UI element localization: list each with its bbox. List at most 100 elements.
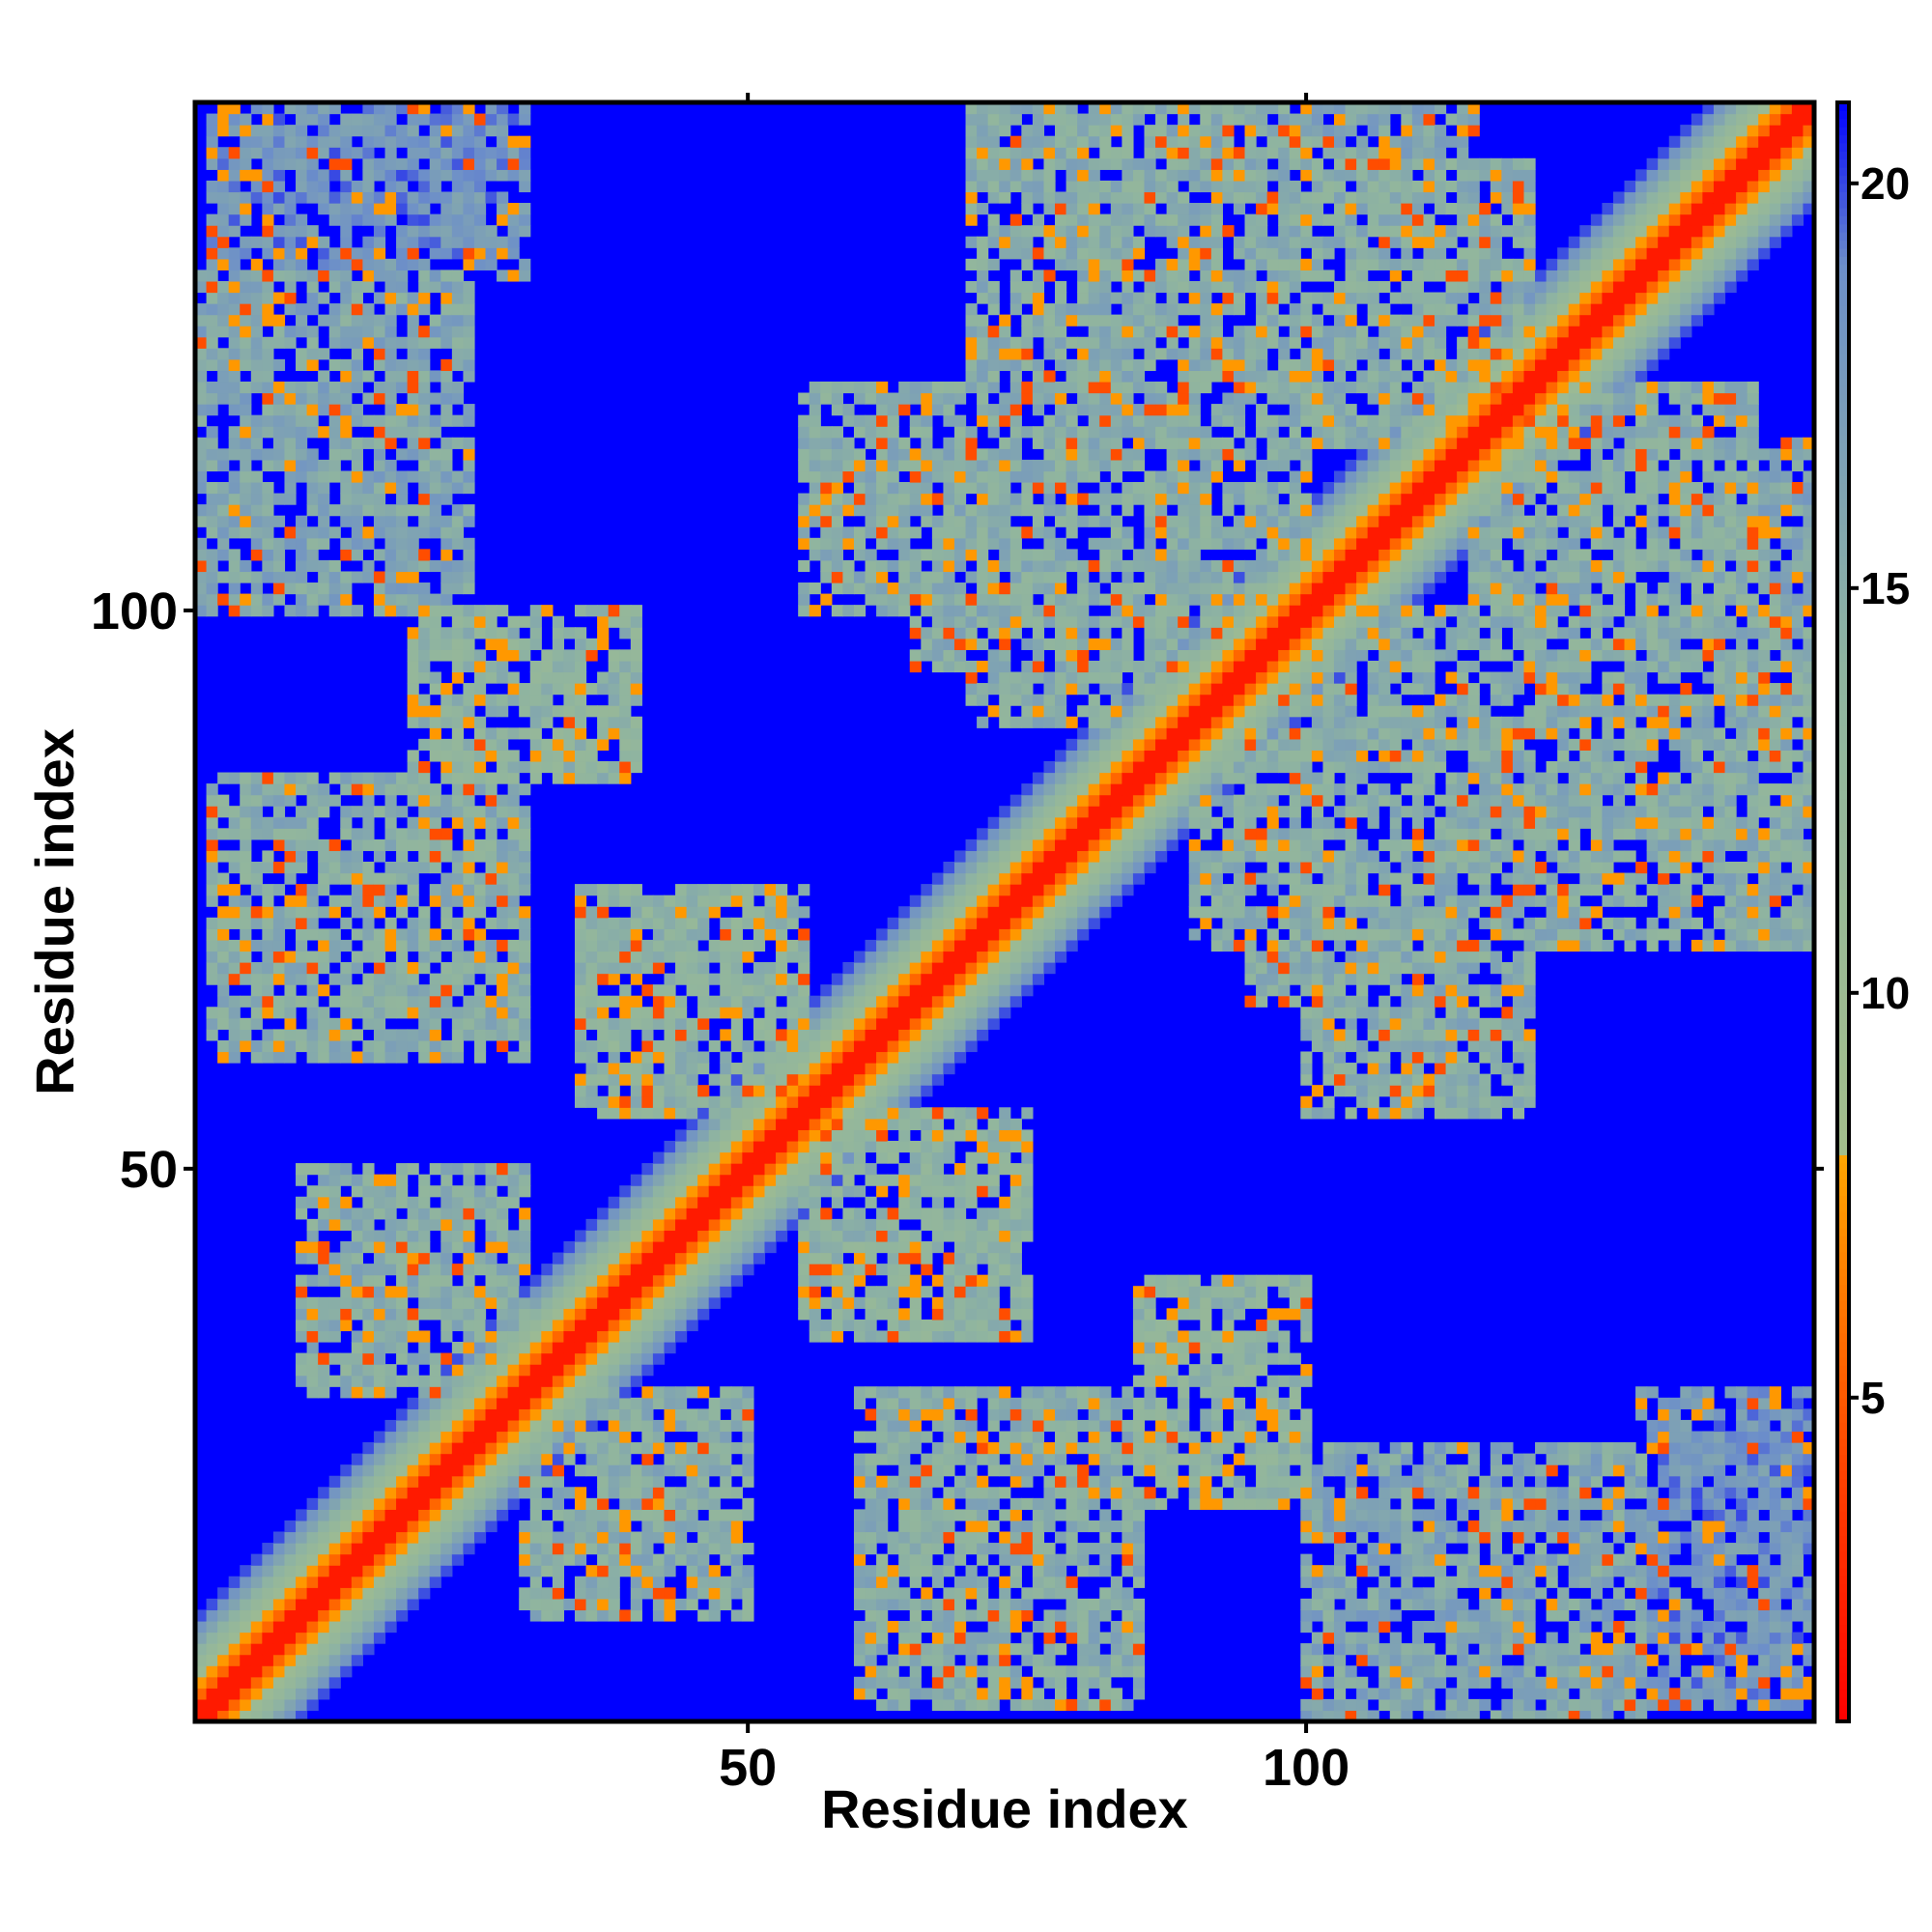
heatmap-cell xyxy=(552,1330,565,1343)
heatmap-cell xyxy=(250,861,263,874)
heatmap-cell xyxy=(652,1509,666,1521)
heatmap-cell xyxy=(887,1051,899,1064)
heatmap-cell xyxy=(407,414,419,427)
heatmap-cell xyxy=(217,180,230,193)
heatmap-cell xyxy=(529,1364,542,1377)
heatmap-cell xyxy=(909,1520,922,1533)
heatmap-cell xyxy=(262,515,274,527)
heatmap-cell xyxy=(831,493,843,505)
heatmap-cell xyxy=(418,1576,431,1588)
heatmap-cell xyxy=(965,1475,978,1488)
heatmap-cell xyxy=(876,537,889,550)
heatmap-cell xyxy=(373,1431,386,1443)
heatmap-cell xyxy=(887,917,899,929)
heatmap-cell xyxy=(451,727,465,740)
heatmap-cell xyxy=(630,1085,642,1097)
heatmap-cell xyxy=(909,1230,922,1242)
heatmap-cell xyxy=(865,1319,877,1332)
heatmap-cell xyxy=(351,1330,363,1343)
heatmap-cell xyxy=(429,1296,441,1309)
heatmap-cell xyxy=(953,1230,967,1242)
heatmap-cell xyxy=(943,1698,955,1712)
heatmap-cell xyxy=(574,1442,587,1455)
heatmap-cell xyxy=(407,258,419,270)
heatmap-cell xyxy=(730,1085,743,1097)
heatmap-cell xyxy=(909,1665,922,1678)
heatmap-cell xyxy=(909,504,922,517)
heatmap-cell xyxy=(351,605,363,617)
heatmap-cell xyxy=(485,1364,497,1377)
heatmap-cell xyxy=(228,1017,241,1030)
heatmap-cell xyxy=(931,939,945,952)
heatmap-cell xyxy=(730,928,743,941)
heatmap-cell xyxy=(429,1051,441,1064)
heatmap-cell xyxy=(318,928,330,941)
heatmap-cell xyxy=(641,1208,654,1220)
heatmap-cell xyxy=(776,973,788,985)
heatmap-cell xyxy=(473,1330,487,1343)
heatmap-cell xyxy=(977,1330,989,1343)
heatmap-cell xyxy=(887,951,899,963)
heatmap-cell xyxy=(931,1531,945,1544)
heatmap-cell xyxy=(574,649,587,662)
heatmap-cell xyxy=(585,1230,598,1242)
heatmap-cell xyxy=(931,1464,945,1477)
heatmap-cell xyxy=(898,1442,911,1455)
heatmap-cell xyxy=(497,135,509,148)
heatmap-cell xyxy=(909,1397,922,1409)
heatmap-cell xyxy=(853,1274,867,1287)
heatmap-cell xyxy=(217,1676,230,1689)
heatmap-cell xyxy=(931,660,945,673)
heatmap-cell xyxy=(206,348,218,360)
heatmap-cell xyxy=(809,1151,821,1164)
heatmap-cell xyxy=(921,1487,933,1499)
heatmap-cell xyxy=(351,828,363,840)
heatmap-cell xyxy=(931,1565,945,1577)
heatmap-cell xyxy=(931,549,945,561)
heatmap-cell xyxy=(720,1129,732,1142)
heatmap-cell xyxy=(887,493,899,505)
heatmap-cell xyxy=(753,1063,766,1075)
heatmap-cell xyxy=(619,1218,632,1232)
heatmap-cell xyxy=(396,1509,409,1521)
heatmap-cell xyxy=(597,1598,610,1611)
heatmap-cell xyxy=(384,605,397,617)
heatmap-cell xyxy=(384,872,397,885)
heatmap-cell xyxy=(953,1240,967,1254)
heatmap-cell xyxy=(373,102,386,115)
heatmap-cell xyxy=(909,1330,922,1343)
heatmap-cell xyxy=(619,1375,632,1387)
heatmap-cell xyxy=(664,1609,676,1622)
heatmap-cell xyxy=(652,1296,666,1309)
heatmap-cell xyxy=(931,1397,945,1409)
heatmap-cell xyxy=(473,716,487,728)
heatmap-cell xyxy=(250,1598,263,1611)
heatmap-cell xyxy=(898,1240,911,1254)
heatmap-cell xyxy=(943,549,955,561)
heatmap-cell xyxy=(463,1543,475,1555)
heatmap-cell xyxy=(373,1364,386,1377)
heatmap-cell xyxy=(407,872,419,885)
heatmap-cell xyxy=(853,426,867,439)
heatmap-cell xyxy=(529,1487,542,1499)
heatmap-cell xyxy=(931,928,945,941)
heatmap-cell xyxy=(921,1208,933,1220)
heatmap-cell xyxy=(440,236,453,248)
heatmap-cell xyxy=(552,1308,565,1321)
heatmap-cell xyxy=(250,358,263,372)
heatmap-cell xyxy=(519,850,531,863)
heatmap-cell xyxy=(965,1151,978,1164)
heatmap-cell xyxy=(407,638,419,650)
heatmap-cell xyxy=(541,1531,554,1544)
heatmap-cell xyxy=(519,1520,531,1533)
heatmap-cell xyxy=(362,1475,375,1488)
heatmap-cell xyxy=(362,1017,375,1030)
heatmap-cell xyxy=(798,392,810,405)
heatmap-cell xyxy=(898,1643,911,1656)
heatmap-cell xyxy=(664,1185,676,1198)
heatmap-cell xyxy=(708,1453,721,1465)
heatmap-cell xyxy=(217,984,230,997)
heatmap-cell xyxy=(898,1319,911,1332)
heatmap-cell xyxy=(451,381,465,394)
heatmap-cell xyxy=(619,1319,632,1332)
